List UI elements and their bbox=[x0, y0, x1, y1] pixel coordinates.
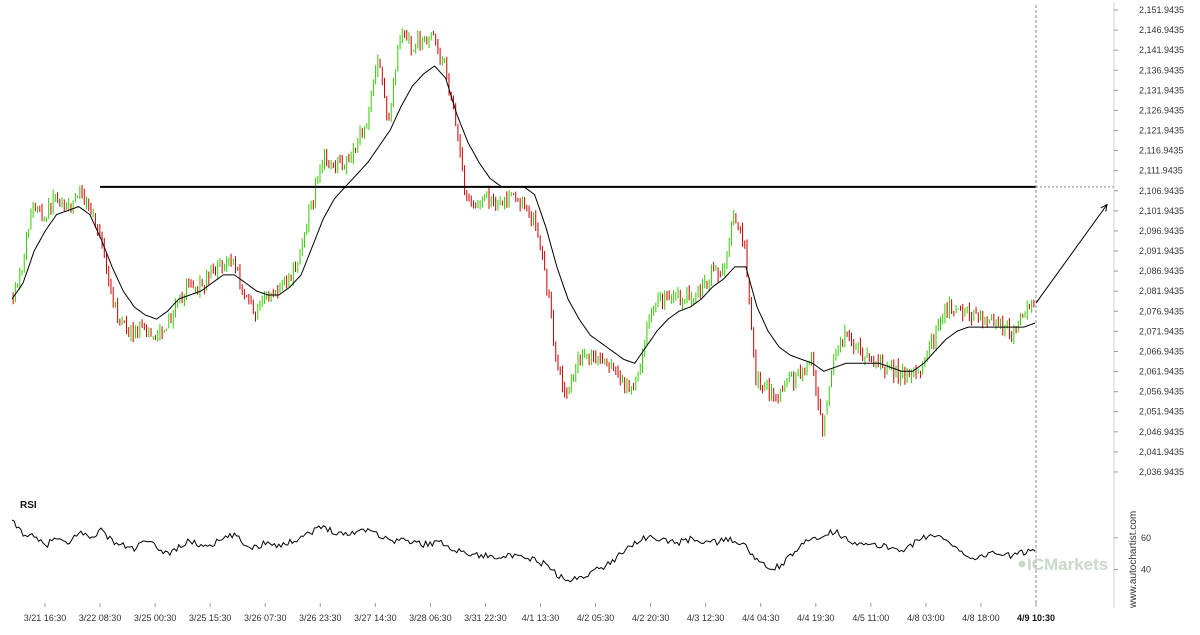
x-tick-label: 4/5 11:00 bbox=[852, 613, 889, 623]
rsi-tick-label: 40 bbox=[1141, 564, 1151, 574]
x-tick-label: 3/31 22:30 bbox=[464, 613, 507, 623]
y-tick-label: 2,106.9435 bbox=[1139, 186, 1184, 196]
candles-layer bbox=[12, 28, 1035, 437]
rsi-tick-label: 60 bbox=[1141, 533, 1151, 543]
y-tick-label: 2,131.9435 bbox=[1139, 85, 1184, 95]
watermark-logo-dot bbox=[1018, 560, 1026, 568]
y-tick-label: 2,056.9435 bbox=[1139, 387, 1184, 397]
y-tick-label: 2,051.9435 bbox=[1139, 407, 1184, 417]
projection-arrowhead bbox=[1100, 203, 1108, 212]
x-tick-label: 4/1 13:30 bbox=[522, 613, 560, 623]
y-tick-label: 2,041.9435 bbox=[1139, 447, 1184, 457]
side-credit-text: www.autochartist.com bbox=[1128, 511, 1139, 609]
x-tick-label: 4/4 19:30 bbox=[797, 613, 835, 623]
y-tick-label: 2,046.9435 bbox=[1139, 427, 1184, 437]
x-tick-label: 3/22 08:30 bbox=[79, 613, 122, 623]
x-tick-label: 3/28 06:30 bbox=[409, 613, 452, 623]
x-tick-label: 4/9 10:30 bbox=[1017, 613, 1055, 623]
axes-layer: 2,151.9435 2,146.9435 2,141.9435 2,136.9435… bbox=[24, 2, 1184, 623]
projection-line bbox=[1035, 204, 1108, 304]
x-tick-label: 4/8 03:00 bbox=[907, 613, 945, 623]
x-tick-label: 3/21 16:30 bbox=[24, 613, 67, 623]
y-tick-label: 2,136.9435 bbox=[1139, 65, 1184, 75]
x-tick-label: 3/25 00:30 bbox=[134, 613, 177, 623]
x-tick-label: 3/26 23:30 bbox=[299, 613, 342, 623]
lines-layer bbox=[11, 5, 1114, 603]
y-tick-label: 2,071.9435 bbox=[1139, 326, 1184, 336]
x-tick-label: 3/26 07:30 bbox=[244, 613, 287, 623]
x-tick-label: 3/25 15:30 bbox=[189, 613, 232, 623]
x-tick-label: 4/8 18:00 bbox=[962, 613, 1000, 623]
y-tick-label: 2,096.9435 bbox=[1139, 226, 1184, 236]
x-tick-label: 3/27 14:30 bbox=[354, 613, 397, 623]
x-tick-label: 4/2 05:30 bbox=[577, 613, 615, 623]
rsi-line bbox=[11, 519, 1036, 583]
watermark-logo: ICMarkets bbox=[1018, 555, 1108, 574]
y-tick-label: 2,151.9435 bbox=[1139, 5, 1184, 15]
y-tick-label: 2,081.9435 bbox=[1139, 286, 1184, 296]
y-tick-label: 2,116.9435 bbox=[1139, 146, 1183, 156]
y-tick-label: 2,061.9435 bbox=[1139, 367, 1184, 377]
watermark-text: ICMarkets bbox=[1027, 555, 1108, 574]
y-tick-label: 2,036.9435 bbox=[1139, 467, 1184, 477]
rsi-panel-title: RSI bbox=[20, 500, 37, 511]
y-tick-label: 2,086.9435 bbox=[1139, 266, 1184, 276]
y-tick-label: 2,121.9435 bbox=[1139, 126, 1184, 136]
rsi-layer bbox=[11, 519, 1036, 583]
y-tick-label: 2,126.9435 bbox=[1139, 105, 1184, 115]
y-tick-label: 2,141.9435 bbox=[1139, 45, 1184, 55]
y-tick-label: 2,111.9435 bbox=[1139, 166, 1183, 176]
y-tick-label: 2,101.9435 bbox=[1139, 206, 1184, 216]
y-tick-label: 2,076.9435 bbox=[1139, 306, 1184, 316]
x-tick-label: 4/4 04:30 bbox=[742, 613, 780, 623]
y-tick-label: 2,091.9435 bbox=[1139, 246, 1184, 256]
x-tick-label: 4/2 20:30 bbox=[632, 613, 670, 623]
y-tick-label: 2,066.9435 bbox=[1139, 346, 1184, 356]
x-tick-label: 4/3 12:30 bbox=[687, 613, 725, 623]
y-tick-label: 2,146.9435 bbox=[1139, 25, 1184, 35]
